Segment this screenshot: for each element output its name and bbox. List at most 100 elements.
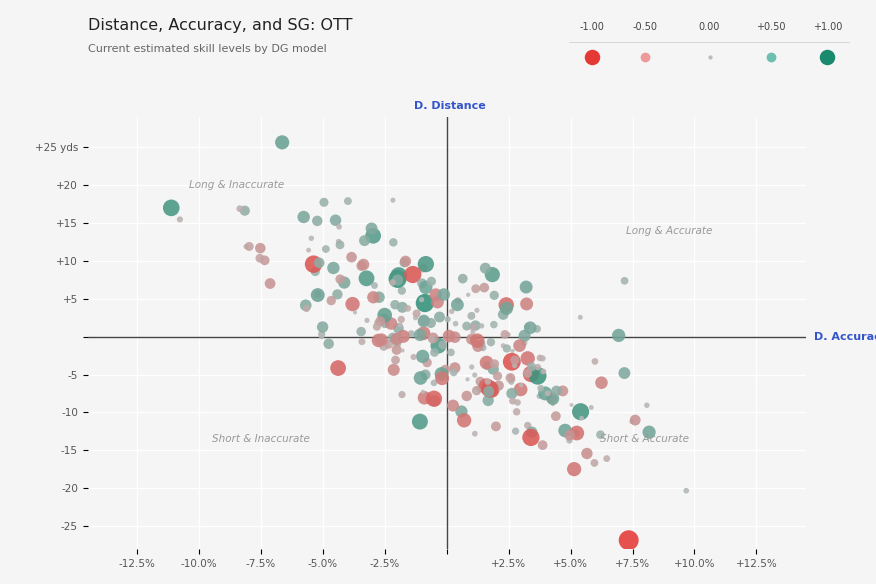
Point — [307, 259, 321, 269]
Point — [498, 330, 512, 339]
Point — [416, 263, 430, 273]
Point — [558, 426, 572, 435]
Point — [253, 244, 267, 253]
Point — [448, 363, 462, 373]
Point — [562, 436, 576, 445]
Text: Short & Accurate: Short & Accurate — [600, 434, 689, 444]
Point — [413, 373, 427, 383]
Point — [355, 337, 369, 346]
Point — [457, 416, 471, 425]
Point — [424, 277, 438, 286]
Point — [499, 304, 513, 313]
Point — [420, 358, 434, 367]
Point — [549, 412, 563, 421]
Point — [400, 304, 414, 313]
Point — [569, 428, 583, 437]
Point — [524, 433, 538, 442]
Point — [575, 413, 589, 423]
Point — [562, 430, 576, 440]
Point — [555, 386, 569, 395]
Point — [518, 331, 532, 340]
Point — [525, 362, 539, 371]
Point — [253, 253, 267, 263]
Point — [385, 333, 399, 342]
Point — [449, 319, 463, 328]
Point — [410, 309, 424, 318]
Text: Long & Inaccurate: Long & Inaccurate — [188, 180, 284, 190]
Point — [460, 321, 474, 331]
Point — [386, 365, 400, 374]
Point — [419, 259, 433, 269]
Point — [300, 304, 314, 313]
Point — [419, 370, 433, 380]
Point — [427, 396, 442, 405]
Point — [427, 378, 441, 388]
Point — [311, 290, 325, 299]
Point — [820, 53, 834, 62]
Point — [520, 420, 534, 430]
Point — [297, 213, 311, 222]
Point — [341, 196, 355, 206]
Point — [391, 274, 405, 284]
Point — [484, 381, 498, 390]
Point — [395, 390, 409, 399]
Point — [333, 274, 347, 284]
Point — [417, 317, 431, 326]
Point — [430, 297, 444, 307]
Point — [500, 344, 514, 353]
Point — [511, 398, 525, 407]
Point — [638, 53, 652, 62]
Point — [393, 321, 407, 330]
Point — [315, 322, 329, 332]
Point — [447, 368, 461, 377]
Point — [431, 341, 445, 350]
Point — [373, 317, 387, 326]
Point — [569, 429, 583, 438]
Text: D. Accuracy: D. Accuracy — [815, 332, 876, 342]
Point — [505, 377, 519, 387]
Point — [470, 342, 484, 351]
Point — [531, 363, 545, 372]
Point — [394, 315, 408, 324]
Point — [484, 385, 498, 394]
Point — [523, 323, 537, 332]
Point — [406, 270, 420, 279]
Point — [415, 279, 429, 288]
Point — [386, 196, 400, 205]
Point — [332, 237, 346, 246]
Point — [533, 353, 547, 363]
Text: Short & Inaccurate: Short & Inaccurate — [212, 434, 310, 444]
Point — [398, 258, 412, 267]
Point — [508, 356, 522, 365]
Point — [491, 371, 505, 381]
Point — [275, 138, 289, 147]
Point — [475, 321, 489, 331]
Point — [466, 322, 480, 332]
Point — [391, 275, 405, 284]
Point — [464, 311, 478, 321]
Point — [505, 397, 519, 406]
Point — [482, 387, 496, 396]
Point — [384, 319, 398, 328]
Point — [165, 203, 179, 213]
Point — [237, 206, 251, 215]
Point — [348, 308, 362, 317]
Text: D. Distance: D. Distance — [413, 101, 485, 111]
Point — [429, 290, 443, 300]
Point — [465, 362, 479, 371]
Point — [437, 290, 451, 299]
Point — [317, 197, 331, 207]
Point — [344, 252, 358, 262]
Point — [390, 335, 404, 344]
Point — [299, 301, 313, 310]
Point — [435, 340, 449, 350]
Point — [355, 261, 369, 270]
Point — [367, 281, 381, 290]
Point — [311, 290, 325, 300]
Point — [491, 381, 505, 390]
Point — [480, 361, 494, 370]
Text: +1.00: +1.00 — [813, 22, 842, 32]
Point — [464, 335, 478, 344]
Point — [304, 234, 318, 243]
Point — [308, 267, 322, 276]
